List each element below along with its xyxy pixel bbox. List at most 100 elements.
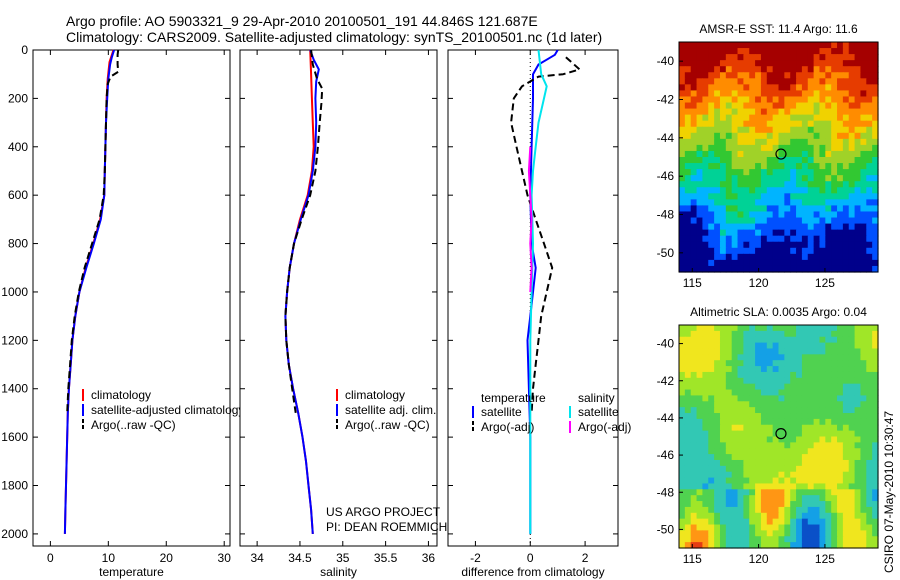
- heatmap-cell: [796, 424, 803, 432]
- heatmap-cell: [725, 506, 733, 514]
- heatmap-cell: [831, 108, 838, 116]
- heatmap-cell: [819, 401, 826, 408]
- heatmap-cell: [690, 342, 698, 350]
- heatmap-cell: [690, 187, 698, 194]
- heatmap-cell: [714, 114, 721, 122]
- heatmap-cell: [819, 389, 826, 397]
- heatmap-cell: [842, 524, 850, 531]
- heatmap-cell: [737, 54, 744, 61]
- heatmap-cell: [854, 265, 862, 273]
- heatmap-cell: [801, 354, 809, 361]
- heatmap-cell: [684, 60, 692, 67]
- heatmap-cell: [825, 205, 832, 213]
- heatmap-cell: [778, 436, 785, 443]
- heatmap-cell: [766, 223, 774, 231]
- heatmap-cell: [801, 459, 809, 467]
- heatmap-cell: [837, 72, 844, 79]
- heatmap-cell: [831, 448, 838, 455]
- heatmap-cell: [819, 90, 826, 98]
- heatmap-cell: [790, 418, 797, 426]
- heatmap-cell: [719, 377, 727, 385]
- heatmap-cell: [854, 448, 862, 455]
- heatmap-cell: [755, 247, 762, 255]
- heatmap-cell: [866, 413, 873, 420]
- heatmap-cell: [679, 187, 686, 194]
- heatmap-cell: [725, 72, 733, 79]
- heatmap-cell: [719, 518, 727, 526]
- heatmap-cell: [784, 330, 791, 338]
- heatmap-cell: [796, 442, 803, 449]
- heatmap-cell: [755, 395, 762, 402]
- heatmap-cell: [749, 78, 756, 85]
- heatmap-cell: [743, 407, 750, 414]
- heatmap-cell: [848, 229, 856, 237]
- heatmap-cell: [696, 407, 704, 414]
- heatmap-cell: [708, 205, 715, 213]
- heatmap-cell: [708, 265, 715, 273]
- heatmap-cell: [679, 138, 686, 146]
- heatmap-cell: [801, 229, 809, 237]
- heatmap-cell: [866, 436, 873, 443]
- heatmap-cell: [743, 395, 750, 402]
- heatmap-cell: [696, 126, 704, 134]
- heatmap-cell: [825, 247, 832, 255]
- y-tick-label: 400: [8, 140, 28, 154]
- heatmap-cell: [760, 536, 768, 543]
- heatmap-cell: [842, 42, 850, 49]
- heatmap-cell: [796, 199, 803, 207]
- heatmap-cell: [714, 471, 721, 479]
- heatmap-cell: [860, 132, 867, 140]
- heatmap-cell: [842, 512, 850, 520]
- heatmap-cell: [684, 330, 692, 338]
- heatmap-cell: [854, 454, 862, 461]
- heatmap-cell: [819, 495, 826, 502]
- heatmap-cell: [807, 506, 815, 514]
- map-frame: [678, 41, 879, 273]
- heatmap-cell: [796, 459, 803, 467]
- heatmap-cell: [778, 54, 785, 61]
- heatmap-cell: [854, 471, 862, 479]
- heatmap-cell: [737, 536, 744, 543]
- heatmap-cell: [813, 360, 821, 367]
- heatmap-cell: [866, 199, 873, 207]
- heatmap-cell: [807, 199, 815, 207]
- heatmap-cell: [872, 542, 879, 549]
- heatmap-cell: [719, 259, 727, 267]
- heatmap-cell: [714, 229, 721, 237]
- heatmap-cell: [842, 424, 850, 432]
- heatmap-cell: [848, 217, 856, 225]
- heatmap-cell: [725, 465, 733, 473]
- heatmap-cell: [760, 96, 768, 104]
- heatmap-cell: [696, 377, 704, 385]
- heatmap-cell: [807, 114, 815, 122]
- heatmap-cell: [819, 169, 826, 176]
- heatmap-cell: [790, 471, 797, 479]
- heatmap-cell: [708, 465, 715, 473]
- heatmap-cell: [825, 253, 832, 261]
- heatmap-cell: [760, 506, 768, 514]
- heatmap-cell: [690, 42, 698, 49]
- heatmap-cell: [790, 483, 797, 490]
- heatmap-cell: [719, 78, 727, 85]
- heatmap-cell: [772, 389, 780, 397]
- heatmap-cell: [702, 60, 709, 67]
- heatmap-cell: [749, 199, 756, 207]
- heatmap-cell: [854, 512, 862, 520]
- heatmap-cell: [766, 193, 774, 200]
- heatmap-cell: [866, 265, 873, 273]
- heatmap-cell: [813, 354, 821, 361]
- heatmap-cell: [866, 193, 873, 200]
- heatmap-cell: [819, 436, 826, 443]
- heatmap-cell: [872, 229, 879, 237]
- heatmap-cell: [837, 187, 844, 194]
- heatmap-cell: [684, 211, 692, 219]
- heatmap-cell: [679, 424, 686, 432]
- heatmap-cell: [766, 524, 774, 531]
- heatmap-cell: [796, 84, 803, 92]
- heatmap-cell: [696, 495, 704, 502]
- heatmap-cell: [807, 401, 815, 408]
- heatmap-cell: [825, 442, 832, 449]
- heatmap-cell: [714, 465, 721, 473]
- heatmap-cell: [796, 223, 803, 231]
- heatmap-cell: [866, 401, 873, 408]
